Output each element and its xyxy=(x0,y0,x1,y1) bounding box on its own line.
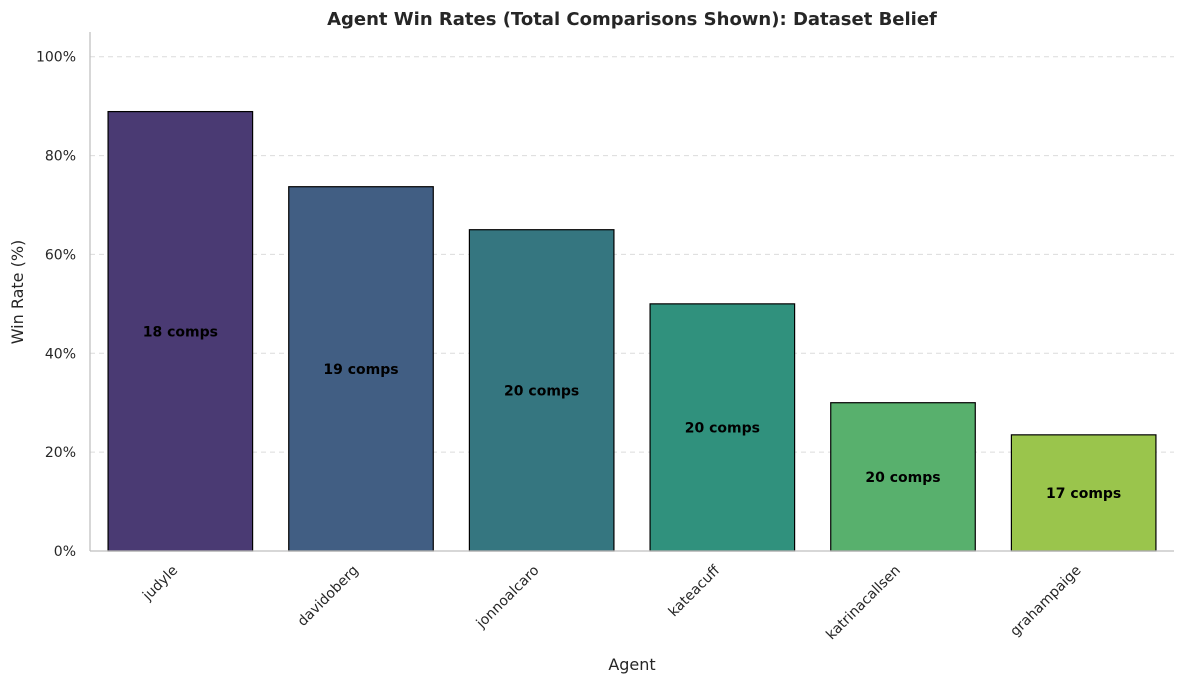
bar-katrinacallsen xyxy=(830,402,976,552)
y-tick-label: 80% xyxy=(45,149,76,165)
bar-labels: 18 comps 19 comps 20 comps 20 comps 20 comps… xyxy=(143,324,1122,502)
y-tick-label: 40% xyxy=(45,346,76,362)
x-tick-labels: judyle davidoberg jonnoalcaro kateacuff katr… xyxy=(139,562,1084,643)
y-tick-label: 20% xyxy=(45,445,76,461)
bar-count-label: 20 comps xyxy=(685,420,760,436)
bar-count-label: 17 comps xyxy=(1046,486,1121,502)
y-tick-label: 100% xyxy=(36,50,76,66)
y-tick-label: 60% xyxy=(45,247,76,263)
bar-judyle xyxy=(107,110,254,552)
bar-kateacuff xyxy=(649,303,796,552)
chart-title: Agent Win Rates (Total Comparisons Shown… xyxy=(327,9,937,30)
bar-davidoberg xyxy=(288,186,434,552)
bar-count-label: 18 comps xyxy=(143,324,218,340)
x-tick-label: grahampaige xyxy=(1007,563,1084,640)
x-tick-label: jonnoalcaro xyxy=(473,563,543,633)
bar-jonnoalcaro xyxy=(468,229,615,552)
bar-count-label: 20 comps xyxy=(865,470,940,486)
x-axis-label: Agent xyxy=(608,655,655,674)
bar-grahampaige xyxy=(1010,434,1157,552)
x-tick-label: judyle xyxy=(139,563,181,605)
y-tick-label: 0% xyxy=(54,544,76,560)
bar-count-label: 19 comps xyxy=(323,362,398,378)
x-tick-label: katrinacallsen xyxy=(823,563,904,644)
bars xyxy=(107,110,1157,552)
bar-count-label: 20 comps xyxy=(504,383,579,399)
y-tick-labels: 0% 20% 40% 60% 80% 100% xyxy=(36,50,76,560)
x-tick-label: kateacuff xyxy=(666,562,724,620)
gridlines xyxy=(90,56,1174,453)
y-axis-label: Win Rate (%) xyxy=(8,240,27,345)
x-tick-label: davidoberg xyxy=(295,563,362,630)
